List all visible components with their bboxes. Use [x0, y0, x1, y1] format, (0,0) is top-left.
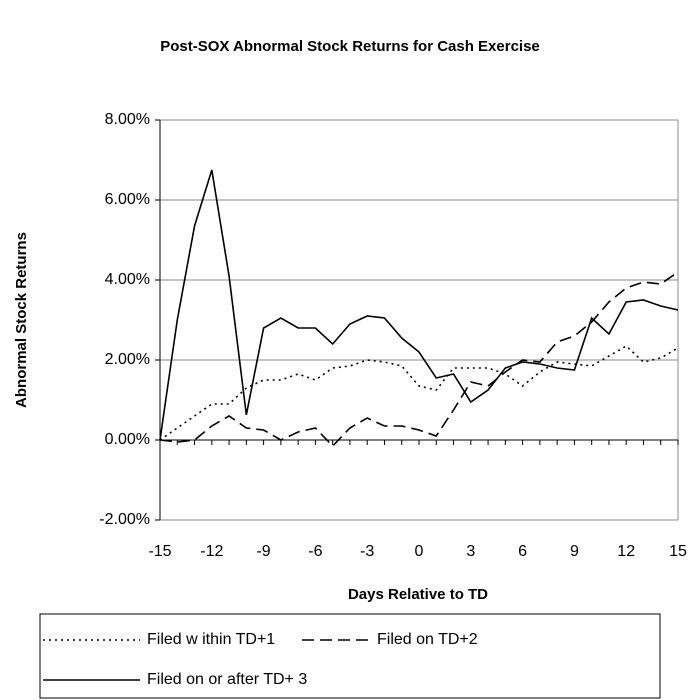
x-tick-label: -6 — [308, 543, 322, 560]
x-tick-label: -3 — [360, 543, 374, 560]
y-tick-label: -2.00% — [99, 511, 150, 528]
x-tick-label: 3 — [466, 543, 475, 560]
x-tick-label: -9 — [256, 543, 270, 560]
legend-label: Filed w ithin TD+1 — [147, 631, 275, 648]
y-tick-label: 0.00% — [105, 431, 150, 448]
series-line — [159, 345, 679, 441]
x-axis-title: Days Relative to TD — [348, 586, 488, 603]
legend-label: Filed on or after TD+ 3 — [147, 671, 307, 688]
y-tick-label: 8.00% — [105, 111, 150, 128]
x-tick-label: 0 — [415, 543, 424, 560]
chart-title: Post-SOX Abnormal Stock Returns for Cash… — [160, 38, 540, 55]
x-tick-label: -12 — [200, 543, 223, 560]
y-tick-label: 6.00% — [105, 191, 150, 208]
series-line — [159, 271, 679, 448]
x-tick-label: -15 — [148, 543, 171, 560]
y-tick-label: 2.00% — [105, 351, 150, 368]
y-axis-title: Abnormal Stock Returns — [13, 232, 30, 408]
series-line — [159, 169, 679, 441]
y-tick-label: 4.00% — [105, 271, 150, 288]
x-tick-label: 12 — [617, 543, 635, 560]
x-tick-label: 15 — [669, 543, 687, 560]
x-tick-label: 9 — [570, 543, 579, 560]
legend-label: Filed on TD+2 — [377, 631, 478, 648]
legend-box — [39, 613, 661, 699]
x-tick-label: 6 — [518, 543, 527, 560]
